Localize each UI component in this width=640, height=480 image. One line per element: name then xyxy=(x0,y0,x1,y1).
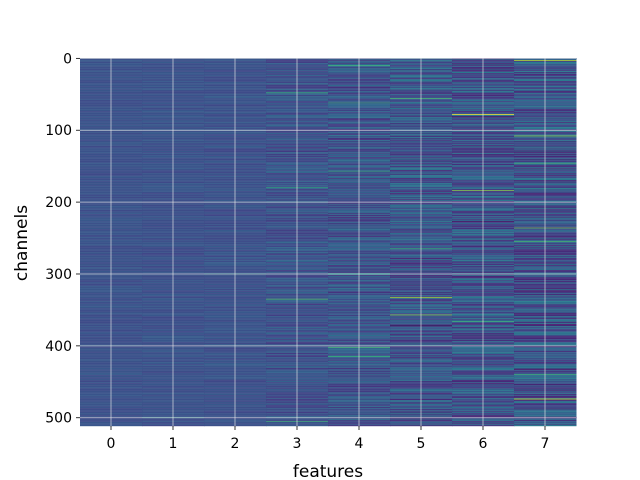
y-axis-label: channels xyxy=(12,205,32,281)
y-tick-label: 100 xyxy=(45,123,72,139)
x-tick-label: 4 xyxy=(355,436,364,452)
x-tick-label: 7 xyxy=(541,436,550,452)
y-tick-label: 200 xyxy=(45,195,72,211)
y-tick-label: 300 xyxy=(45,267,72,283)
heatmap-cells xyxy=(80,58,577,427)
y-axis-ticks: 0 100 200 300 400 500 xyxy=(45,51,80,427)
x-tick-label: 1 xyxy=(169,436,178,452)
x-tick-label: 0 xyxy=(107,436,116,452)
x-tick-label: 6 xyxy=(479,436,488,452)
x-axis-ticks: 0 1 2 3 4 5 6 7 xyxy=(107,426,550,452)
y-tick-label: 400 xyxy=(45,339,72,355)
y-tick-label: 500 xyxy=(45,411,72,427)
x-tick-label: 2 xyxy=(231,436,240,452)
y-tick-label: 0 xyxy=(63,51,72,67)
x-tick-label: 5 xyxy=(417,436,426,452)
x-axis-label: features xyxy=(293,462,363,480)
grid-lines xyxy=(80,57,576,426)
x-tick-label: 3 xyxy=(293,436,302,452)
